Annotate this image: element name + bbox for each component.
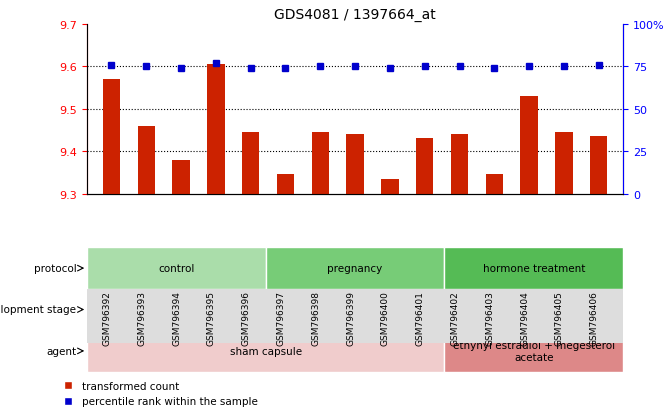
Text: hormone treatment: hormone treatment xyxy=(482,263,585,273)
Text: control: control xyxy=(158,263,194,273)
Bar xyxy=(416,139,433,194)
Bar xyxy=(590,137,608,194)
Text: pregnancy: pregnancy xyxy=(328,263,383,273)
Bar xyxy=(346,135,364,194)
Title: GDS4081 / 1397664_at: GDS4081 / 1397664_at xyxy=(274,8,436,22)
Text: no pregnancy: no pregnancy xyxy=(141,305,212,315)
Text: GSM796405: GSM796405 xyxy=(555,290,564,345)
Bar xyxy=(207,65,224,194)
Bar xyxy=(103,80,120,194)
Text: no pregnancy: no pregnancy xyxy=(498,305,570,315)
Text: GSM796398: GSM796398 xyxy=(312,290,320,345)
Text: GSM796406: GSM796406 xyxy=(590,290,599,345)
Bar xyxy=(381,179,399,194)
Bar xyxy=(137,126,155,194)
Text: GSM796401: GSM796401 xyxy=(415,290,425,345)
Text: GSM796397: GSM796397 xyxy=(277,290,285,345)
Legend: transformed count, percentile rank within the sample: transformed count, percentile rank withi… xyxy=(59,377,262,411)
Text: agent: agent xyxy=(46,346,76,356)
Bar xyxy=(451,135,468,194)
Bar xyxy=(87,330,444,372)
Bar xyxy=(555,133,573,194)
Text: GSM796395: GSM796395 xyxy=(207,290,216,345)
Text: GSM796399: GSM796399 xyxy=(346,290,355,345)
Bar xyxy=(277,175,294,194)
Bar xyxy=(486,175,503,194)
Text: protocol: protocol xyxy=(34,263,76,273)
Bar xyxy=(444,330,623,372)
Bar xyxy=(87,289,266,330)
Text: sham capsule: sham capsule xyxy=(230,346,302,356)
Bar xyxy=(266,289,444,330)
Bar xyxy=(87,248,266,289)
Text: GSM796394: GSM796394 xyxy=(172,290,181,345)
Text: ethynyl estradiol + megesterol
acetate: ethynyl estradiol + megesterol acetate xyxy=(453,340,615,362)
Bar xyxy=(312,133,329,194)
Text: GSM796403: GSM796403 xyxy=(485,290,494,345)
Bar xyxy=(242,133,259,194)
Bar xyxy=(172,160,190,194)
Text: GSM796392: GSM796392 xyxy=(103,290,111,345)
Bar xyxy=(266,248,444,289)
Text: development stage: development stage xyxy=(0,305,76,315)
Bar xyxy=(444,248,623,289)
Text: GSM796396: GSM796396 xyxy=(242,290,251,345)
Text: GSM796404: GSM796404 xyxy=(520,290,529,345)
Bar xyxy=(444,289,623,330)
Text: GSM796402: GSM796402 xyxy=(450,290,460,345)
Text: GSM796400: GSM796400 xyxy=(381,290,390,345)
Bar xyxy=(521,97,538,194)
Text: full-term pregnancy: full-term pregnancy xyxy=(304,305,407,315)
Text: GSM796393: GSM796393 xyxy=(137,290,146,345)
